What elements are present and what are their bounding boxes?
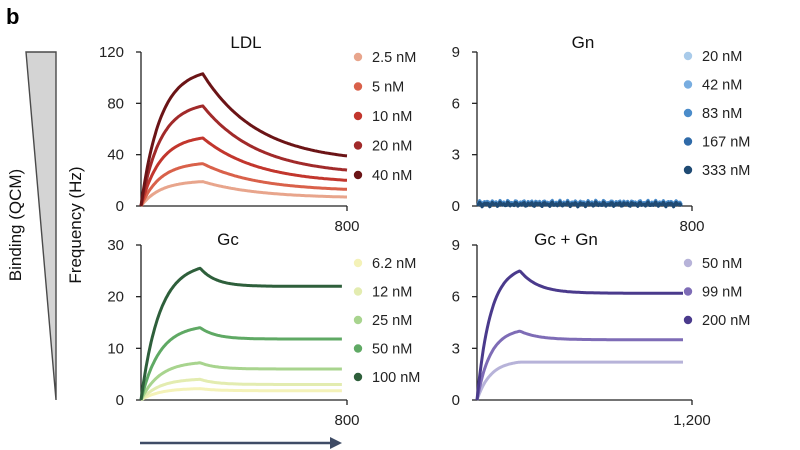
series-line <box>139 326 343 401</box>
legend-marker <box>683 51 693 61</box>
y-tick-label: 0 <box>452 198 460 215</box>
chart-panel: 0 3 6 9 800 Gn 20 nM 42 nM 83 nM 167 nM 333 nM <box>452 33 751 235</box>
x-tick-label: 800 <box>334 412 359 429</box>
chart-panel: 0 40 80 120 800 LDL 2.5 nM 5 nM 10 nM 20 nM 40 nM <box>99 33 416 235</box>
legend-label: 83 nM <box>702 106 742 122</box>
y-tick-label: 3 <box>452 147 460 164</box>
panel-title: Gn <box>572 33 595 52</box>
time-arrow-head <box>330 437 342 449</box>
y-tick-label: 40 <box>107 147 124 164</box>
series-line <box>139 136 348 207</box>
panel-title: Gc + Gn <box>534 230 598 249</box>
y-tick-label: 80 <box>107 95 124 112</box>
series-line <box>139 72 348 207</box>
legend-label: 50 nM <box>702 256 742 272</box>
y-tick-label: 0 <box>452 392 460 409</box>
y-tick-label: 6 <box>452 95 460 112</box>
binding-gradient-triangle <box>25 51 57 401</box>
legend-marker <box>683 287 693 296</box>
binding-side-label: Binding (QCM) <box>6 169 25 281</box>
series-line <box>139 162 348 207</box>
legend-marker <box>353 82 363 91</box>
legend-marker <box>683 137 693 146</box>
y-tick-label: 0 <box>116 198 124 215</box>
legend-marker <box>353 372 363 382</box>
legend-marker <box>683 80 693 89</box>
legend-label: 40 nM <box>372 168 412 184</box>
legend-marker <box>353 258 363 268</box>
legend-label: 200 nM <box>702 313 750 329</box>
series-line <box>475 360 684 401</box>
legend-marker <box>353 141 363 150</box>
legend-label: 99 nM <box>702 285 742 301</box>
legend-label: 333 nM <box>702 163 750 179</box>
x-tick-label: 800 <box>334 218 359 235</box>
legend-marker <box>683 258 693 268</box>
series-line <box>476 200 683 209</box>
x-tick-label: 800 <box>679 218 704 235</box>
panel-title: Gc <box>217 230 239 249</box>
y-tick-label: 20 <box>107 289 124 306</box>
series-line <box>139 361 343 401</box>
series-line <box>140 387 343 402</box>
legend-label: 6.2 nM <box>372 256 416 272</box>
y-tick-label: 3 <box>452 340 460 357</box>
legend-label: 167 nM <box>702 135 750 151</box>
legend-label: 50 nM <box>372 342 412 358</box>
legend-label: 5 nM <box>372 80 404 96</box>
legend-marker <box>353 111 363 121</box>
y-tick-label: 9 <box>452 237 460 254</box>
legend-marker <box>353 52 363 62</box>
y-tick-label: 0 <box>116 392 124 409</box>
panel-title: LDL <box>230 33 261 52</box>
y-tick-label: 6 <box>452 289 460 306</box>
series-line <box>139 180 348 207</box>
series-line <box>139 377 343 402</box>
legend-marker <box>683 108 693 118</box>
y-axis-title: Frequency (Hz) <box>66 166 85 283</box>
legend-label: 20 nM <box>372 139 412 155</box>
legend-label: 12 nM <box>372 285 412 301</box>
legend-marker <box>683 165 693 175</box>
legend-marker <box>353 287 363 296</box>
panel-letter: b <box>6 4 19 29</box>
series-line <box>139 104 348 207</box>
y-tick-label: 9 <box>452 44 460 61</box>
chart-panel: 0 3 6 9 1,200 Gc + Gn 50 nM 99 nM 200 nM <box>452 230 751 429</box>
legend-label: 100 nM <box>372 370 420 386</box>
y-tick-label: 10 <box>107 340 124 357</box>
x-tick-label: 1,200 <box>673 412 711 429</box>
chart-panel: 0 10 20 30 800 Gc 6.2 nM 12 nM 25 nM 50 nM 100 nM <box>107 230 420 429</box>
series-line <box>475 329 684 401</box>
legend-label: 20 nM <box>702 49 742 65</box>
y-tick-label: 120 <box>99 44 124 61</box>
legend-label: 2.5 nM <box>372 50 416 66</box>
legend-label: 42 nM <box>702 78 742 94</box>
legend-marker <box>683 315 693 325</box>
legend-marker <box>353 170 363 180</box>
legend-marker <box>353 315 363 325</box>
legend-label: 10 nM <box>372 109 412 125</box>
series-line <box>139 266 343 401</box>
series-line <box>475 269 684 401</box>
legend-marker <box>353 344 363 353</box>
y-tick-label: 30 <box>107 237 124 254</box>
legend-label: 25 nM <box>372 313 412 329</box>
